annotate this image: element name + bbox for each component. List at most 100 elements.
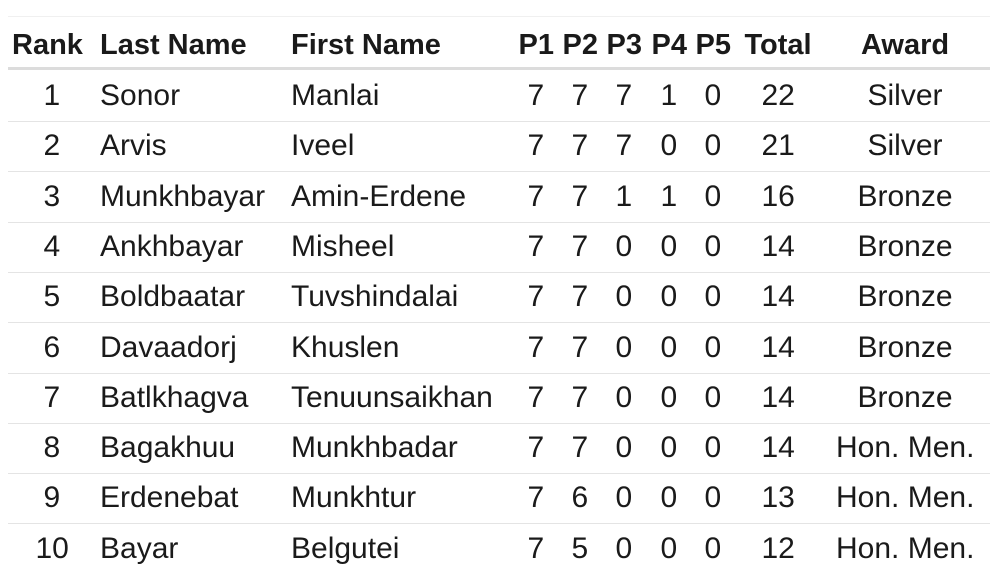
table-cell: 7 — [527, 330, 545, 364]
table-cell: Bronze — [857, 330, 953, 364]
table-cell: 7 — [527, 431, 545, 465]
table-cell: Batlkhagva — [100, 380, 249, 414]
table-cell: Iveel — [291, 129, 355, 163]
table-cell: Khuslen — [291, 330, 400, 364]
table-cell: 7 — [527, 481, 545, 515]
table-cell: 6 — [43, 330, 61, 364]
table-cell: 5 — [571, 531, 589, 565]
table-cell: Boldbaatar — [100, 280, 246, 314]
table-cell: 0 — [704, 380, 722, 414]
table-cell: Munkhbayar — [100, 179, 266, 213]
table-cell: 0 — [615, 531, 633, 565]
table-cell: 0 — [660, 481, 678, 515]
column-header: Total — [744, 29, 812, 61]
table-cell: 21 — [761, 129, 795, 163]
table-cell: 3 — [43, 179, 61, 213]
table-cell: 10 — [35, 531, 69, 565]
table-cell: Sonor — [100, 79, 181, 112]
table-cell: 0 — [704, 229, 722, 263]
row-separator — [8, 171, 990, 172]
row-separator — [8, 423, 990, 424]
table-cell: Hon. Men. — [836, 481, 975, 515]
table-cell: 2 — [43, 129, 61, 163]
table-cell: 7 — [571, 79, 589, 112]
column-header: P2 — [562, 29, 598, 61]
column-header: P3 — [606, 29, 642, 61]
table-cell: 0 — [660, 531, 678, 565]
table-cell: 7 — [527, 280, 545, 314]
table-cell: Erdenebat — [100, 481, 239, 515]
table-cell: 1 — [660, 79, 678, 112]
table-cell: 6 — [571, 481, 589, 515]
table-cell: Bronze — [857, 179, 953, 213]
row-separator — [8, 121, 990, 122]
table-cell: Bronze — [857, 229, 953, 263]
table-cell: Bagakhuu — [100, 431, 236, 465]
table-cell: 0 — [615, 380, 633, 414]
table-cell: 0 — [660, 129, 678, 163]
table-cell: 14 — [761, 330, 795, 364]
table-cell: Hon. Men. — [836, 531, 975, 565]
table-cell: 0 — [660, 380, 678, 414]
column-header: P4 — [651, 29, 687, 61]
table-cell: 13 — [761, 481, 795, 515]
top-border — [8, 16, 990, 17]
header-rule — [8, 67, 990, 70]
row-separator — [8, 523, 990, 524]
table-cell: 0 — [615, 330, 633, 364]
table-cell: 7 — [527, 531, 545, 565]
table-cell: 7 — [571, 229, 589, 263]
table-cell: Bronze — [857, 380, 953, 414]
row-separator — [8, 322, 990, 323]
table-cell: 1 — [660, 179, 678, 213]
table-cell: 0 — [615, 229, 633, 263]
row-separator — [8, 473, 990, 474]
table-cell: 7 — [571, 129, 589, 163]
table-cell: 7 — [571, 280, 589, 314]
table-cell: Tenuunsaikhan — [291, 380, 493, 414]
table-cell: Silver — [867, 79, 943, 112]
table-cell: Bayar — [100, 531, 179, 565]
table-cell: Manlai — [291, 79, 380, 112]
column-header: Last Name — [100, 29, 247, 61]
table-cell: 0 — [615, 431, 633, 465]
table-cell: 8 — [43, 431, 61, 465]
table-cell: 7 — [527, 129, 545, 163]
table-cell: Munkhtur — [291, 481, 417, 515]
table-cell: 0 — [704, 179, 722, 213]
table-cell: 7 — [527, 229, 545, 263]
table-cell: 7 — [571, 431, 589, 465]
table-cell: Arvis — [100, 129, 167, 163]
table-cell: 0 — [615, 280, 633, 314]
table-cell: 0 — [660, 280, 678, 314]
table-cell: Davaadorj — [100, 330, 237, 364]
table-cell: 0 — [704, 129, 722, 163]
table-cell: Munkhbadar — [291, 431, 458, 465]
row-separator — [8, 373, 990, 374]
table-cell: Misheel — [291, 229, 395, 263]
table-cell: Hon. Men. — [836, 431, 975, 465]
table-cell: Bronze — [857, 280, 953, 314]
table-cell: 7 — [615, 129, 633, 163]
table-cell: 1 — [43, 79, 61, 112]
table-cell: 7 — [571, 380, 589, 414]
row-separator — [8, 222, 990, 223]
table-cell: 0 — [615, 481, 633, 515]
table-cell: 22 — [761, 79, 795, 112]
table-cell: Belgutei — [291, 531, 400, 565]
table-cell: 7 — [527, 380, 545, 414]
table-cell: 0 — [704, 280, 722, 314]
row-separator — [8, 272, 990, 273]
table-cell: 9 — [43, 481, 61, 515]
table-cell: 7 — [615, 79, 633, 112]
table-cell: 5 — [43, 280, 61, 314]
table-cell: 7 — [43, 380, 61, 414]
table-cell: 14 — [761, 280, 795, 314]
column-header: Award — [861, 29, 950, 61]
table-cell: 0 — [704, 330, 722, 364]
table-cell: 0 — [704, 531, 722, 565]
table-cell: 0 — [704, 79, 722, 112]
column-header: P5 — [695, 29, 731, 61]
table-cell: 4 — [43, 229, 61, 263]
